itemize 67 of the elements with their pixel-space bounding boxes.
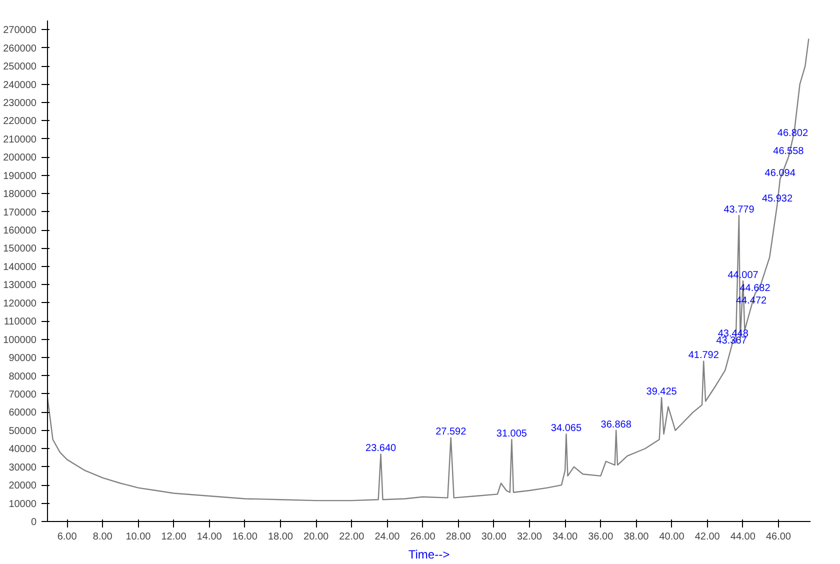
x-tick-label: 8.00: [92, 532, 113, 542]
annotation: 34.065: [550, 423, 582, 434]
y-tick-label: 80000: [8, 371, 37, 382]
annotation: 39.425: [646, 386, 678, 398]
y-tick-label: 250000: [3, 62, 37, 73]
annotation: 46.094: [764, 168, 796, 179]
y-tick-label: 50000: [8, 426, 37, 437]
y-tick-label: 260000: [3, 43, 37, 54]
y-tick-label: 30000: [8, 462, 37, 474]
y-tick-label: 170000: [3, 207, 37, 218]
x-axis-title: Time-->: [408, 548, 450, 562]
y-tick-label: 180000: [3, 189, 37, 200]
y-tick-label: 130000: [3, 280, 37, 292]
y-tick-label: 60000: [8, 408, 37, 419]
annotation: 44.682: [740, 282, 771, 294]
x-tick-label: 14.00: [196, 532, 222, 542]
y-tick-label: 110000: [4, 316, 37, 328]
y-tick-label: 210000: [3, 134, 37, 146]
y-tick-label: 10000: [8, 498, 37, 510]
y-tick-label: 140000: [3, 262, 37, 273]
y-tick-label: 70000: [8, 389, 37, 400]
annotation: 45.932: [762, 194, 793, 205]
annotation: 46.802: [777, 128, 808, 139]
x-tick-label: 10.00: [126, 532, 152, 542]
y-tick-label: 230000: [3, 98, 37, 109]
annotation: 43.779: [724, 204, 755, 216]
x-tick-label: 12.00: [161, 532, 187, 542]
y-tick-label: 120000: [3, 298, 37, 310]
annotation: 27.592: [436, 426, 467, 438]
x-tick-label: 26.00: [410, 532, 436, 542]
x-tick-label: 30.00: [481, 532, 507, 542]
x-tick-label: 40.00: [659, 532, 685, 542]
y-tick-label: 20000: [8, 480, 37, 492]
annotation: 36.868: [600, 419, 632, 430]
x-tick-label: 42.00: [694, 532, 720, 542]
y-tick-label: 160000: [3, 226, 37, 237]
x-tick-label: 46.00: [766, 532, 792, 542]
x-tick-label: 6.00: [57, 532, 78, 542]
x-tick-label: 32.00: [516, 532, 542, 542]
y-tick-label: 100000: [3, 334, 37, 346]
annotation: 43.367: [716, 336, 748, 347]
annotation: 23.640: [366, 443, 397, 454]
y-tick-label: 200000: [3, 152, 37, 164]
y-tick-label: 270000: [3, 25, 37, 36]
x-tick-label: 18.00: [268, 532, 294, 542]
annotation: 31.005: [496, 428, 528, 440]
y-tick-label: 0: [30, 517, 37, 528]
y-tick-label: 90000: [8, 353, 37, 364]
annotation: 44.007: [728, 270, 759, 282]
y-tick-label: 40000: [8, 444, 37, 456]
y-tick-label: 220000: [3, 116, 37, 128]
x-tick-label: 38.00: [624, 532, 650, 542]
annotation: 46.558: [773, 146, 804, 158]
annotation: 44.472: [736, 296, 768, 307]
y-tick-label: 240000: [3, 80, 37, 91]
x-tick-label: 44.00: [730, 532, 756, 542]
x-tick-label: 28.00: [446, 532, 472, 542]
x-tick-label: 34.00: [552, 532, 578, 542]
y-tick-label: 150000: [3, 244, 37, 255]
annotation: 41.792: [688, 350, 720, 362]
x-tick-label: 16.00: [232, 532, 258, 542]
x-tick-label: 36.00: [588, 532, 614, 542]
x-tick-label: 20.00: [304, 532, 330, 542]
y-tick-label: 190000: [3, 170, 37, 182]
x-tick-label: 22.00: [339, 532, 365, 542]
line-series: [48, 38, 810, 502]
x-tick-label: 24.00: [374, 532, 400, 542]
